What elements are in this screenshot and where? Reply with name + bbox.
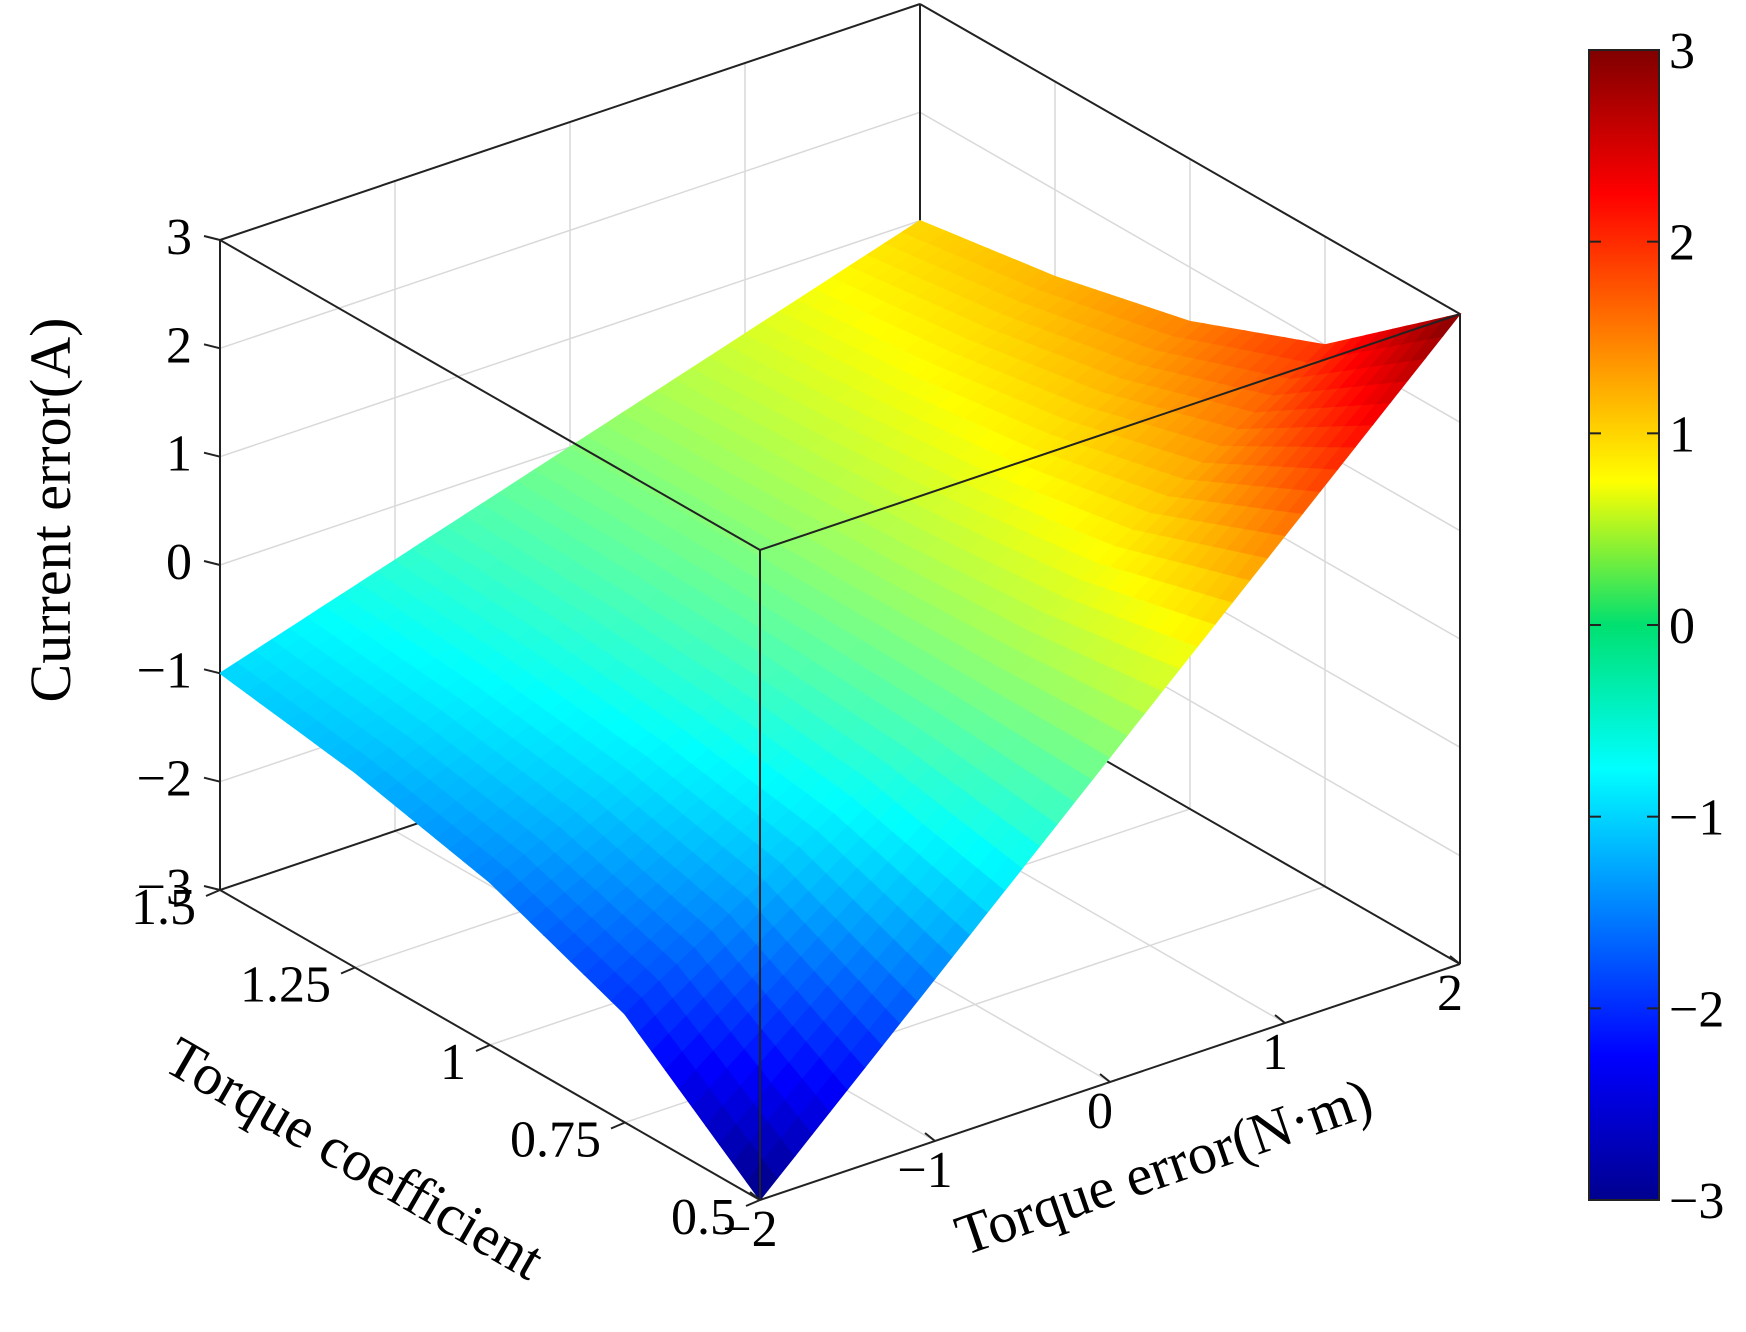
z-tick-mark	[203, 668, 221, 675]
y-tick-label: 1.5	[131, 879, 196, 936]
x-tick-mark	[1274, 1014, 1286, 1024]
y-tick-mark	[745, 1199, 761, 1207]
y-tick-mark	[475, 1044, 491, 1052]
x-tick-mark	[924, 1132, 936, 1142]
axes-edge	[219, 239, 761, 551]
colorbar-tick-label: −3	[1669, 1173, 1724, 1230]
z-tick-label: 0	[166, 534, 192, 591]
colorbar-ticks: −3 −2 −1 0 1 2 3	[1589, 23, 1724, 1230]
colorbar-tick-label: −2	[1669, 981, 1724, 1038]
surface-patch	[1427, 313, 1462, 340]
z-tick-mark	[203, 343, 221, 350]
x-tick-mark	[1099, 1073, 1111, 1083]
y-tick-mark	[340, 966, 356, 975]
z-tick-label: 1	[166, 426, 192, 483]
z-tick-mark	[203, 560, 221, 566]
z-tick-mark	[203, 451, 221, 458]
colorbar-tick-label: 2	[1669, 215, 1695, 272]
z-tick-label: 2	[166, 317, 192, 374]
y-tick-mark	[205, 889, 221, 897]
colorbar-tick-label: 0	[1669, 598, 1695, 655]
axes-edge	[759, 313, 1461, 551]
colorbar-tick-label: −1	[1669, 790, 1724, 847]
x-tick-label: −1	[897, 1142, 952, 1199]
grid-line	[219, 3, 1461, 315]
z-tick-label: −1	[137, 642, 192, 699]
x-tick-label: 1	[1262, 1024, 1288, 1081]
y-tick-label: 1	[440, 1034, 466, 1091]
z-tick-label: 3	[166, 209, 192, 266]
z-tick-label: −3	[137, 859, 192, 916]
x-tick-label: −2	[722, 1201, 777, 1258]
x-tick-mark	[749, 1191, 761, 1201]
z-tick-mark	[203, 885, 221, 891]
z-tick-label: −2	[137, 751, 192, 808]
y-axis-title: Torque coefficient	[155, 1024, 555, 1293]
z-tick-mark	[203, 776, 221, 783]
x-tick-mark	[1449, 955, 1461, 965]
y-tick-label: 0.75	[510, 1112, 601, 1169]
y-tick-label: 0.5	[671, 1189, 736, 1246]
y-tick-label: 1.25	[240, 957, 331, 1014]
colorbar-tick-label: 1	[1669, 406, 1695, 463]
colorbar-tick-label: 3	[1669, 23, 1695, 80]
axes-edge	[919, 3, 1461, 315]
z-axis-title: Current error(A)	[18, 318, 83, 703]
axis-ticks: −3 −2 −1 0 1 2 3 0.5 0.75 1 1.25 1.5 −2 −1 0 1 2	[131, 209, 1463, 1258]
z-tick-mark	[203, 235, 221, 241]
axes-box-front	[219, 239, 1461, 1200]
x-axis-title: Torque error(N·m)	[947, 1065, 1380, 1268]
x-tick-label: 2	[1437, 965, 1463, 1022]
x-tick-label: 0	[1087, 1083, 1113, 1140]
axes-edge	[219, 3, 921, 241]
y-tick-mark	[610, 1121, 626, 1130]
surface-mesh	[218, 220, 1462, 1201]
